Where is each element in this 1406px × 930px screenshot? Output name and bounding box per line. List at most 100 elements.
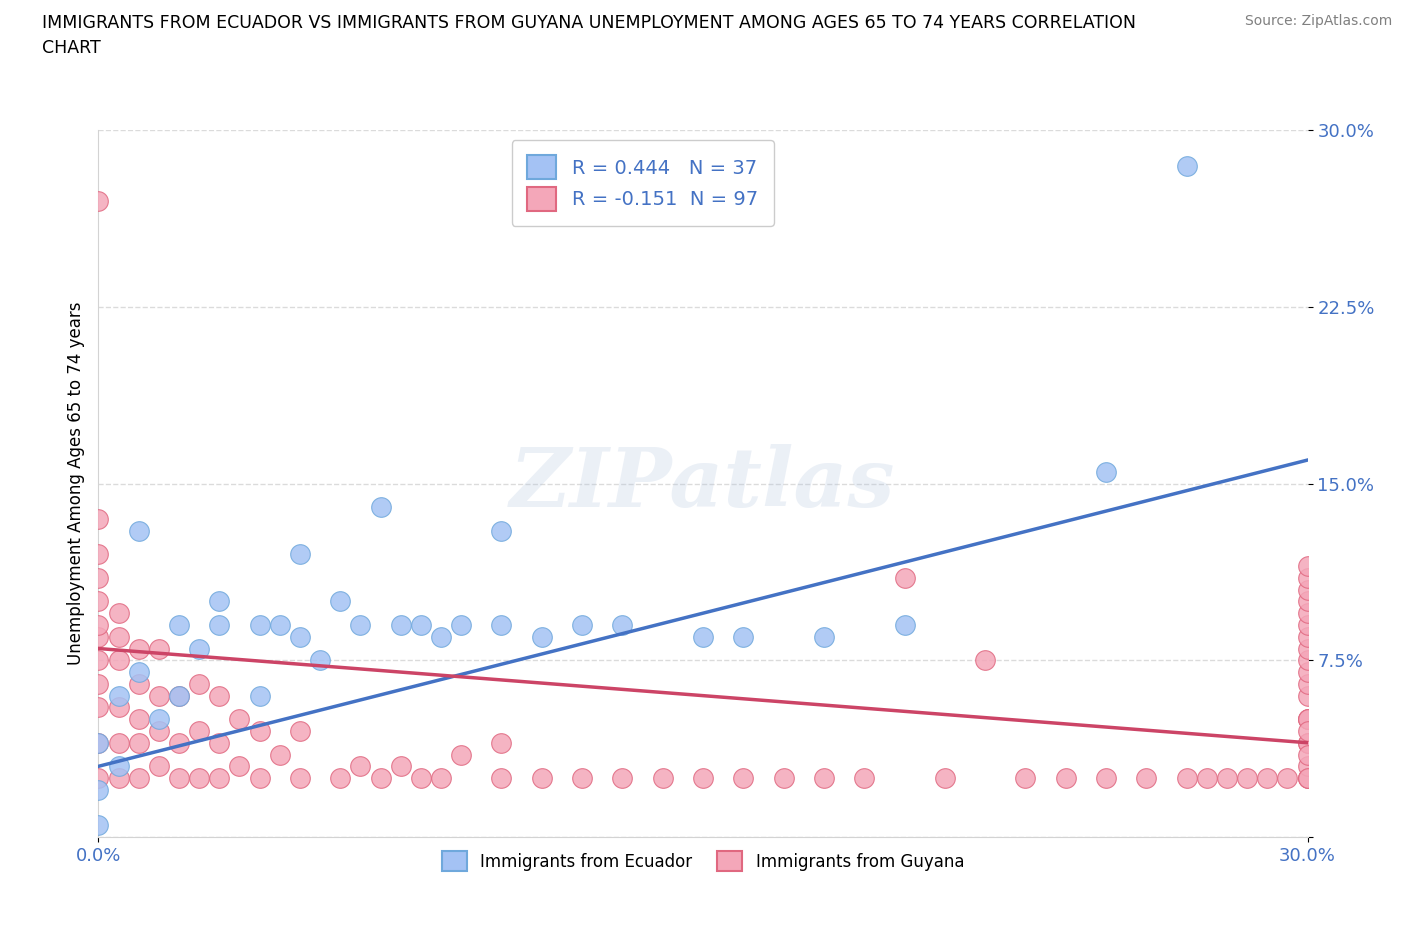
Point: [1095, 771, 1118, 786]
Point: [269, 747, 291, 762]
Point: [450, 747, 472, 762]
Point: [87, 771, 110, 786]
Point: [188, 676, 211, 691]
Point: [409, 618, 432, 632]
Point: [1095, 464, 1118, 479]
Point: [370, 499, 392, 514]
Point: [733, 630, 755, 644]
Point: [1296, 759, 1319, 774]
Point: [733, 771, 755, 786]
Point: [813, 771, 835, 786]
Point: [893, 570, 915, 585]
Point: [1296, 771, 1319, 786]
Point: [1277, 771, 1299, 786]
Point: [1195, 771, 1218, 786]
Point: [228, 711, 250, 726]
Point: [1296, 594, 1319, 609]
Point: [87, 736, 110, 751]
Point: [389, 618, 412, 632]
Point: [370, 771, 392, 786]
Point: [1296, 736, 1319, 751]
Point: [772, 771, 794, 786]
Point: [349, 759, 371, 774]
Point: [107, 700, 129, 715]
Point: [329, 771, 352, 786]
Point: [1256, 771, 1278, 786]
Point: [249, 724, 271, 738]
Point: [571, 771, 593, 786]
Point: [249, 618, 271, 632]
Point: [1296, 653, 1319, 668]
Point: [107, 653, 129, 668]
Point: [1296, 736, 1319, 751]
Point: [1296, 630, 1319, 644]
Point: [1296, 582, 1319, 597]
Point: [491, 524, 513, 538]
Point: [692, 630, 714, 644]
Point: [430, 630, 453, 644]
Point: [1296, 688, 1319, 703]
Point: [107, 759, 129, 774]
Point: [208, 736, 231, 751]
Point: [1296, 559, 1319, 574]
Point: [249, 688, 271, 703]
Point: [167, 771, 190, 786]
Point: [249, 771, 271, 786]
Point: [288, 771, 311, 786]
Point: [1175, 771, 1198, 786]
Point: [1175, 158, 1198, 173]
Point: [1236, 771, 1258, 786]
Point: [87, 547, 110, 562]
Point: [1296, 618, 1319, 632]
Y-axis label: Unemployment Among Ages 65 to 74 years: Unemployment Among Ages 65 to 74 years: [66, 302, 84, 665]
Point: [269, 618, 291, 632]
Point: [1135, 771, 1157, 786]
Point: [87, 594, 110, 609]
Point: [934, 771, 956, 786]
Point: [974, 653, 997, 668]
Point: [389, 759, 412, 774]
Point: [893, 618, 915, 632]
Point: [87, 193, 110, 208]
Point: [651, 771, 673, 786]
Point: [409, 771, 432, 786]
Point: [188, 641, 211, 656]
Point: [128, 771, 150, 786]
Point: [1216, 771, 1239, 786]
Point: [107, 605, 129, 620]
Text: ZIPatlas: ZIPatlas: [510, 444, 896, 524]
Point: [228, 759, 250, 774]
Point: [612, 618, 634, 632]
Point: [309, 653, 332, 668]
Point: [87, 736, 110, 751]
Point: [148, 711, 170, 726]
Point: [491, 736, 513, 751]
Point: [107, 771, 129, 786]
Point: [813, 630, 835, 644]
Point: [349, 618, 371, 632]
Point: [288, 630, 311, 644]
Point: [107, 688, 129, 703]
Point: [1296, 605, 1319, 620]
Point: [87, 676, 110, 691]
Point: [1014, 771, 1036, 786]
Point: [87, 630, 110, 644]
Point: [148, 724, 170, 738]
Point: [148, 759, 170, 774]
Point: [188, 724, 211, 738]
Point: [128, 736, 150, 751]
Point: [87, 700, 110, 715]
Point: [87, 817, 110, 832]
Point: [148, 641, 170, 656]
Point: [1296, 711, 1319, 726]
Point: [1296, 771, 1319, 786]
Point: [87, 653, 110, 668]
Point: [208, 618, 231, 632]
Point: [288, 547, 311, 562]
Point: [128, 524, 150, 538]
Text: IMMIGRANTS FROM ECUADOR VS IMMIGRANTS FROM GUYANA UNEMPLOYMENT AMONG AGES 65 TO : IMMIGRANTS FROM ECUADOR VS IMMIGRANTS FR…: [42, 14, 1136, 57]
Point: [87, 782, 110, 797]
Point: [1054, 771, 1077, 786]
Point: [107, 736, 129, 751]
Point: [530, 771, 553, 786]
